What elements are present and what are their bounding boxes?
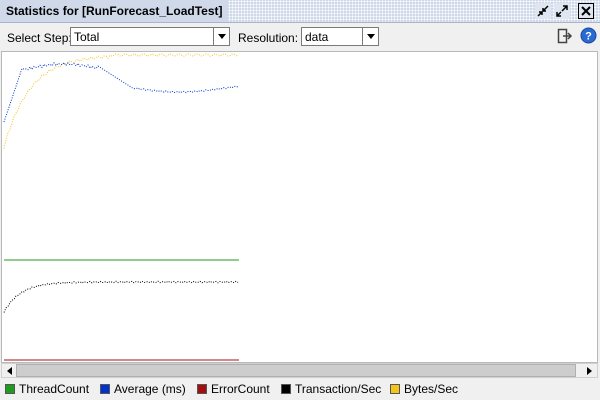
scrollbar-thumb[interactable] (16, 364, 576, 377)
chevron-left-icon (7, 364, 12, 378)
maximize-button[interactable] (554, 3, 570, 19)
help-button[interactable]: ? (579, 27, 597, 47)
chevron-right-icon (587, 364, 592, 378)
restore-icon (537, 5, 549, 17)
legend-item-average[interactable]: Average (ms) (100, 382, 186, 396)
statistics-chart (1, 51, 598, 363)
window-title: Statistics for [RunForecast_LoadTest] (0, 0, 229, 22)
select-step-label: Select Step: (7, 31, 72, 45)
resolution-value: data (305, 30, 329, 44)
legend-swatch (5, 384, 15, 394)
legend: ThreadCount Average (ms) ErrorCount Tran… (0, 379, 600, 400)
export-icon (557, 28, 573, 47)
restore-button[interactable] (535, 3, 551, 19)
chevron-down-icon[interactable] (213, 28, 229, 45)
legend-swatch (100, 384, 110, 394)
legend-item-errorcount[interactable]: ErrorCount (197, 382, 270, 396)
chart-plot (3, 53, 239, 361)
close-icon (581, 6, 591, 16)
svg-text:?: ? (585, 31, 592, 43)
transaction-sec-series (3, 280, 239, 313)
select-step-dropdown[interactable]: Total (70, 27, 230, 46)
legend-swatch (390, 384, 400, 394)
legend-item-transaction-sec[interactable]: Transaction/Sec (281, 382, 381, 396)
legend-label: Transaction/Sec (295, 382, 382, 396)
help-icon: ? (580, 27, 597, 47)
legend-item-threadcount[interactable]: ThreadCount (5, 382, 89, 396)
maximize-icon (556, 5, 568, 17)
bytes-sec-series (3, 53, 239, 149)
legend-swatch (281, 384, 291, 394)
export-button[interactable] (556, 28, 574, 46)
horizontal-scrollbar[interactable] (1, 363, 598, 378)
legend-label: ThreadCount (19, 382, 90, 396)
select-step-value: Total (74, 30, 100, 44)
chevron-down-icon[interactable] (362, 28, 378, 45)
legend-swatch (197, 384, 207, 394)
average-ms-series (3, 61, 239, 123)
scroll-left-button[interactable] (2, 364, 17, 377)
legend-label: Bytes/Sec (404, 382, 459, 396)
legend-label: ErrorCount (211, 382, 270, 396)
legend-item-bytes-sec[interactable]: Bytes/Sec (390, 382, 458, 396)
resolution-dropdown[interactable]: data (301, 27, 379, 46)
resolution-label: Resolution: (238, 31, 299, 45)
toolbar: Select Step: Total Resolution: data ? (0, 24, 600, 50)
legend-label: Average (ms) (114, 382, 186, 396)
scroll-right-button[interactable] (582, 364, 597, 377)
title-bar: Statistics for [RunForecast_LoadTest] (0, 0, 600, 23)
close-button[interactable] (578, 3, 594, 19)
